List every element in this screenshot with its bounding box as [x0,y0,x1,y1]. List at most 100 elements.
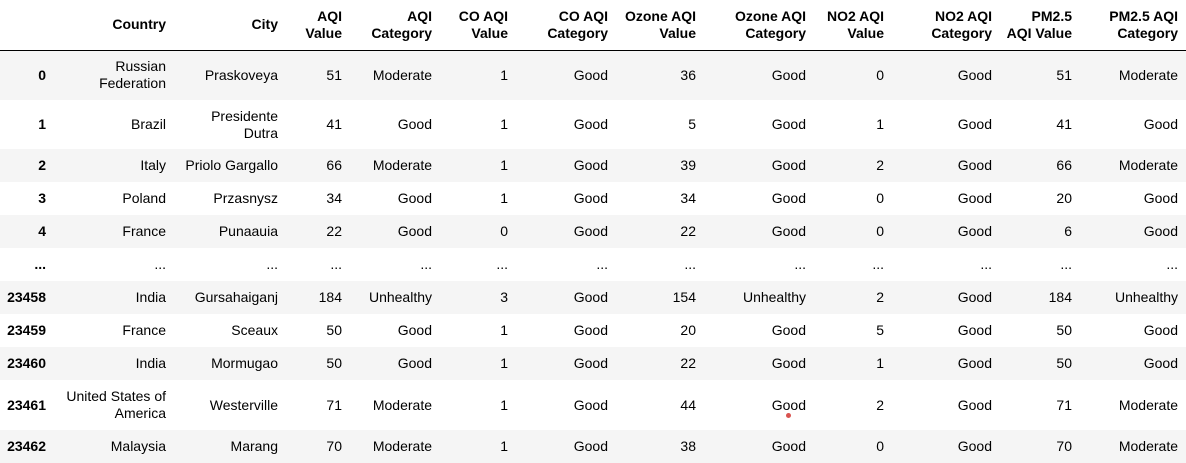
cell-no2-aqi-value: 2 [876,157,884,173]
cell-aqi-category: Moderate [372,157,432,173]
cell-ozone-aqi-value: 34 [680,190,696,206]
cell-pm25-aqi-value: 51 [1056,66,1072,83]
cell-no2-aqi-value: 0 [876,190,884,206]
column-header-pm25-aqi-category: PM2.5 AQI Category [1109,7,1178,41]
cell-no2-aqi-value: 0 [876,223,884,239]
cell-co-aqi-value: ... [496,256,508,272]
cell-country: United States of America [66,388,166,421]
cell-country: Poland [122,190,166,206]
cell-no2-aqi-category: Good [957,223,992,239]
cell-aqi-value: ... [330,256,342,272]
cell-ozone-aqi-category: Unhealthy [742,289,806,305]
cell-aqi-category: Good [397,116,432,132]
cell-city: Presidente Dutra [211,107,278,141]
cell-no2-aqi-category: ... [980,256,992,272]
cell-aqi-value: 50 [326,322,342,338]
cell-pm25-aqi-value: 70 [1056,438,1072,454]
cell-co-aqi-value: 1 [500,438,508,454]
cell-no2-aqi-category: Good [957,66,992,83]
cell-city: Sceaux [231,322,278,338]
cell-co-aqi-category: Good [573,438,608,454]
row-index: 4 [38,223,46,239]
cell-co-aqi-category: Good [573,322,608,338]
cell-pm25-aqi-category: ... [1166,256,1178,272]
cell-ozone-aqi-category: Good [771,157,806,173]
cell-country: India [135,289,166,305]
cell-no2-aqi-value: ... [872,256,884,272]
cell-ozone-aqi-value: 36 [680,66,696,83]
cell-pm25-aqi-value: 41 [1056,116,1072,132]
row-index: 2 [38,157,46,173]
cell-pm25-aqi-value: 66 [1056,157,1072,173]
column-header-no2-aqi-value: NO2 AQI Value [826,7,884,41]
cell-city: Priolo Gargallo [185,157,278,173]
row-index: 3 [38,190,46,206]
row-index: ... [34,256,46,272]
cell-aqi-category: ... [420,256,432,272]
column-header-aqi-category: AQI Category [371,7,432,41]
row-index: 23458 [7,289,46,305]
cell-co-aqi-value: 1 [500,355,508,371]
cell-ozone-aqi-category: Good [771,322,806,338]
cell-aqi-category: Moderate [372,396,432,413]
cell-ozone-aqi-value: 44 [680,396,696,413]
cell-co-aqi-category: Good [573,223,608,239]
cell-no2-aqi-category: Good [957,289,992,305]
cell-pm25-aqi-category: Good [1143,190,1178,206]
cell-pm25-aqi-category: Moderate [1118,157,1178,173]
cell-aqi-value: 41 [326,116,342,132]
cell-pm25-aqi-category: Moderate [1118,66,1178,83]
cell-city: Przasnysz [213,190,278,206]
cell-no2-aqi-value: 1 [876,355,884,371]
cell-city: Marang [230,438,278,454]
cell-ozone-aqi-category: Good [771,396,806,413]
cell-pm25-aqi-category: Good [1143,322,1178,338]
cell-ozone-aqi-category: Good [771,66,806,83]
column-header-city: City [251,16,278,33]
cell-ozone-aqi-category: Good [771,438,806,454]
cell-no2-aqi-category: Good [957,322,992,338]
cell-no2-aqi-category: Good [957,438,992,454]
cell-co-aqi-value: 1 [500,322,508,338]
cell-country: Malaysia [110,438,166,454]
column-header-pm25-aqi-value: PM2.5 AQI Value [1006,7,1072,41]
table-row: 23459 France Sceaux 50 Good 1 Good 20 Good 5 Good 5… [0,314,1186,347]
cell-city: ... [266,256,278,272]
cell-co-aqi-value: 1 [500,116,508,132]
cell-country: Italy [140,157,166,173]
cell-ozone-aqi-value: ... [684,256,696,272]
cell-aqi-category: Good [397,355,432,371]
cell-aqi-value: 70 [326,438,342,454]
cell-ozone-aqi-category: Good [771,355,806,371]
cell-country: France [122,322,166,338]
cell-country: India [135,355,166,371]
cell-aqi-category: Good [397,223,432,239]
table-row: 23458 India Gursahaiganj 184 Unhealthy 3 Good 1… [0,281,1186,314]
cell-city: Mormugao [211,355,278,371]
row-index: 0 [38,66,46,83]
cell-pm25-aqi-value: 6 [1064,223,1072,239]
cell-aqi-category: Moderate [372,66,432,83]
cell-co-aqi-value: 1 [500,157,508,173]
cell-city: Punaauia [218,223,278,239]
cell-pm25-aqi-value: 71 [1056,396,1072,413]
cell-pm25-aqi-category: Moderate [1118,396,1178,413]
cell-aqi-category: Good [397,322,432,338]
cell-no2-aqi-value: 1 [876,116,884,132]
cell-co-aqi-value: 3 [500,289,508,305]
cell-co-aqi-value: 1 [500,190,508,206]
cell-no2-aqi-value: 0 [876,66,884,83]
cell-co-aqi-category: Good [573,116,608,132]
column-header-country: Country [112,16,166,33]
table-row: ....................................... [0,248,1186,281]
cell-ozone-aqi-value: 20 [680,322,696,338]
header-row: Country City AQI Value AQI Category CO A… [0,0,1186,50]
cell-ozone-aqi-value: 154 [672,289,696,305]
cell-pm25-aqi-category: Unhealthy [1114,289,1178,305]
cell-aqi-category: Unhealthy [368,289,432,305]
cell-pm25-aqi-category: Good [1143,223,1178,239]
cell-co-aqi-category: ... [596,256,608,272]
cell-aqi-value: 22 [326,223,342,239]
cell-aqi-value: 34 [326,190,342,206]
